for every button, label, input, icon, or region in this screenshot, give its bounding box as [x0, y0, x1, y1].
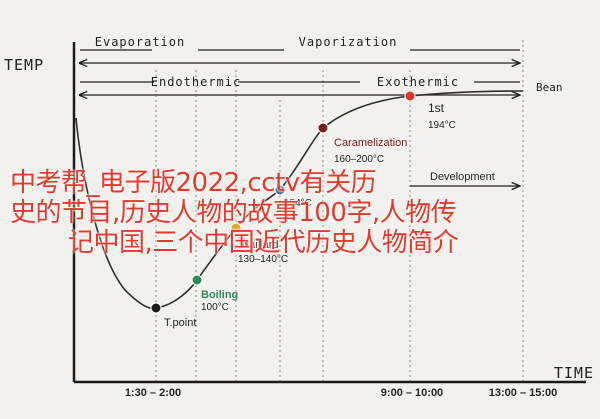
stage-name-label: 1st	[428, 101, 445, 115]
x-tick-label: 13:00 – 15:00	[489, 387, 558, 399]
stage-name-label: Caramelization	[334, 137, 407, 149]
phase-endothermic: Endothermic	[151, 75, 241, 89]
stage-temp-label: 160–200°C	[334, 154, 384, 165]
phase-evaporation: Evaporation	[95, 35, 185, 49]
overlay-line: 中考帮_电子版2022,cctv有关历	[10, 168, 377, 198]
phase-row-mid	[80, 81, 520, 95]
vertical-guides	[155, 40, 524, 382]
x-axis-title: TIME	[554, 364, 594, 382]
stage-temp-label: 100°C	[201, 302, 229, 313]
development-label: Development	[430, 171, 495, 183]
stage-name-label: Maillard	[240, 239, 279, 251]
stage-point	[404, 90, 416, 102]
stage-point	[274, 184, 286, 196]
stage-temp-label: 130–140°C	[238, 254, 288, 265]
stage-point	[317, 122, 329, 134]
stage-name-label: T.point	[164, 317, 196, 329]
phase-vaporization: Vaporization	[299, 35, 398, 49]
series-label-bean: Bean	[536, 81, 563, 94]
overlay-line: 史的节目,历史人物的故事100字,人物传	[10, 198, 457, 228]
x-tick-label: 9:00 – 10:00	[381, 387, 443, 399]
y-axis-title: TEMP	[4, 56, 44, 74]
stage-point	[150, 302, 162, 314]
stage-point	[191, 274, 203, 286]
phase-row-top	[80, 49, 520, 63]
stage-temp-label: 194°C	[428, 120, 456, 131]
phase-exothermic: Exothermic	[377, 75, 459, 89]
x-tick-label: 1:30 – 2:00	[125, 387, 181, 399]
watermark-overlay: 中考帮_电子版2022,cctv有关历 史的节目,历史人物的故事100字,人物传…	[10, 168, 600, 258]
stage-name-label: Boiling	[201, 289, 238, 301]
stage-temp-label: 154°C	[284, 198, 312, 209]
overlay-line: 记中国,三个中国近代历史人物简介	[68, 228, 459, 258]
stage-point	[230, 222, 242, 234]
